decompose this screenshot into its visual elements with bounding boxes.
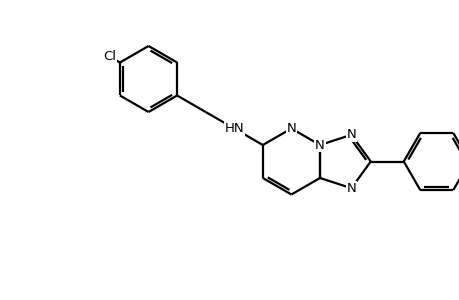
Text: N: N bbox=[286, 122, 296, 135]
Text: N: N bbox=[346, 128, 355, 141]
Text: Cl: Cl bbox=[103, 50, 116, 63]
Text: N: N bbox=[314, 139, 324, 152]
Text: N: N bbox=[346, 182, 355, 195]
Text: HN: HN bbox=[224, 122, 244, 135]
